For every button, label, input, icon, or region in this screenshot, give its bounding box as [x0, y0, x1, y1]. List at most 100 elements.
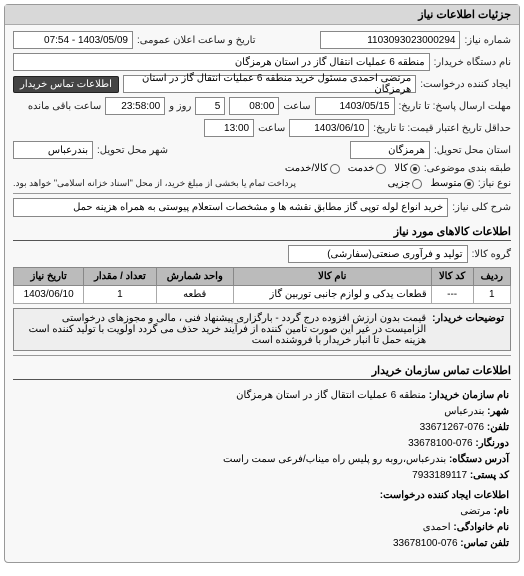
col-date: تاریخ نیاز [14, 268, 84, 286]
row-size: نوع نیاز: متوسط جزیی پرداخت تمام یا بخشی… [13, 178, 511, 189]
contact-line-address: آدرس دستگاه: بندرعباس،روبه رو پلیس راه م… [15, 452, 509, 468]
label-time2: ساعت [258, 123, 285, 134]
field-city: بندرعباس [13, 141, 93, 159]
contact-line-family: نام خانوادگی: احمدی [15, 520, 509, 536]
col-row: ردیف [473, 268, 510, 286]
radio-label-service: خدمت [348, 163, 375, 174]
field-announce: 1403/05/09 - 07:54 [13, 31, 133, 49]
lbl-org: نام سازمان خریدار: [429, 390, 509, 401]
col-qty: تعداد / مقدار [84, 268, 156, 286]
val-phone: 076-33678100 [393, 538, 458, 549]
val-tel: 076-33671267 [420, 422, 485, 433]
details-panel: جزئیات اطلاعات نیاز شماره نیاز: 11030930… [4, 4, 520, 563]
lbl-tel: تلفن: [487, 422, 509, 433]
radio-dot-icon [412, 179, 422, 189]
val-name: مرتضی [460, 506, 491, 517]
radio-item-goods[interactable]: کالا [394, 163, 420, 174]
label-days: روز و [169, 101, 191, 112]
goods-section-title: اطلاعات کالاهای مورد نیاز [13, 223, 511, 241]
description-label: توضیحات خریدار: [432, 313, 504, 346]
cell-name: قطعات یدکی و لوازم جانبی توربین گاز [233, 286, 431, 304]
radio-dot-icon [410, 164, 420, 174]
cell-date: 1403/06/10 [14, 286, 84, 304]
field-remain-time: 23:58:00 [105, 97, 165, 115]
category-radio-group: کالا خدمت کالا/خدمت [285, 163, 420, 174]
val-postcode: 7933189117 [412, 470, 467, 481]
row-deadline-send: مهلت ارسال پاسخ: تا تاریخ: 1403/05/15 سا… [13, 97, 511, 115]
label-validity: حداقل تاریخ اعتبار قیمت: تا تاریخ: [373, 123, 511, 134]
label-buyer-org: نام دستگاه خریدار: [434, 57, 511, 68]
separator [13, 355, 511, 356]
description-box: توضیحات خریدار: قیمت بدون ارزش افزوده در… [13, 308, 511, 351]
separator [13, 193, 511, 194]
field-province: هرمزگان [350, 141, 430, 159]
contact-line-phone: تلفن تماس: 076-33678100 [15, 536, 509, 552]
goods-table: ردیف کد کالا نام کالا واحد شمارش تعداد /… [13, 267, 511, 304]
goods-table-head: ردیف کد کالا نام کالا واحد شمارش تعداد /… [14, 268, 511, 286]
val-address: بندرعباس،روبه رو پلیس راه میناب/فرعی سمت… [223, 454, 446, 465]
row-category: طبقه بندی موضوعی: کالا خدمت کالا/خدمت [13, 163, 511, 174]
contact-section-title: اطلاعات تماس سازمان خریدار [13, 362, 511, 380]
cell-unit: قطعه [156, 286, 233, 304]
lbl-fax: دورنگار: [475, 438, 509, 449]
contact-line-tel: تلفن: 076-33671267 [15, 420, 509, 436]
contact-line-name: نام: مرتضی [15, 504, 509, 520]
table-row: 1 --- قطعات یدکی و لوازم جانبی توربین گا… [14, 286, 511, 304]
label-remain: ساعت باقی مانده [28, 101, 101, 112]
radio-label-medium: متوسط [430, 178, 461, 189]
row-location: استان محل تحویل: هرمزگان شهر محل تحویل: … [13, 141, 511, 159]
radio-label-goods: کالا [394, 163, 408, 174]
lbl-family: نام خانوادگی: [453, 522, 509, 533]
panel-body: شماره نیاز: 1103093023000294 تاریخ و ساع… [5, 25, 519, 562]
label-goods-group: گروه کالا: [472, 249, 511, 260]
label-request-no: شماره نیاز: [464, 35, 511, 46]
description-text: قیمت بدون ارزش افزوده درج گردد - بارگزار… [20, 313, 426, 346]
radio-dot-icon [376, 164, 386, 174]
row-buyer-org: نام دستگاه خریدار: منطقه 6 عملیات انتقال… [13, 53, 511, 71]
label-category: طبقه بندی موضوعی: [424, 163, 511, 174]
goods-header-row: ردیف کد کالا نام کالا واحد شمارش تعداد /… [14, 268, 511, 286]
field-validity-date: 1403/06/10 [289, 119, 369, 137]
cell-code: --- [431, 286, 473, 304]
radio-item-medium[interactable]: متوسط [430, 178, 473, 189]
contact-line-postcode: کد پستی: 7933189117 [15, 468, 509, 484]
goods-table-body: 1 --- قطعات یدکی و لوازم جانبی توربین گا… [14, 286, 511, 304]
field-deadline-time: 08:00 [229, 97, 279, 115]
radio-item-service[interactable]: خدمت [348, 163, 387, 174]
lbl-city: شهر: [487, 406, 509, 417]
radio-dot-icon [464, 179, 474, 189]
row-subject: شرح کلی نیاز: خرید انواع لوله توپی گاز م… [13, 198, 511, 217]
row-validity: حداقل تاریخ اعتبار قیمت: تا تاریخ: 1403/… [13, 119, 511, 137]
row-request-no: شماره نیاز: 1103093023000294 تاریخ و ساع… [13, 31, 511, 49]
field-request-no: 1103093023000294 [320, 31, 460, 49]
label-subject: شرح کلی نیاز: [452, 202, 511, 213]
col-code: کد کالا [431, 268, 473, 286]
radio-item-both[interactable]: کالا/خدمت [285, 163, 340, 174]
label-province: استان محل تحویل: [434, 145, 511, 156]
lbl-name: نام: [494, 506, 509, 517]
size-radio-group: متوسط جزیی [388, 178, 474, 189]
panel-title: جزئیات اطلاعات نیاز [5, 5, 519, 25]
contact-buyer-button[interactable]: اطلاعات تماس خریدار [13, 76, 119, 93]
contact-line-org: نام سازمان خریدار: منطقه 6 عملیات انتقال… [15, 388, 509, 404]
field-buyer-org: منطقه 6 عملیات انتقال گاز در استان هرمزگ… [13, 53, 430, 71]
radio-label-both: کالا/خدمت [285, 163, 328, 174]
field-deadline-date: 1403/05/15 [315, 97, 395, 115]
label-time1: ساعت [283, 101, 310, 112]
val-family: احمدی [423, 522, 451, 533]
cell-qty: 1 [84, 286, 156, 304]
contact-line-fax: دورنگار: 076-33678100 [15, 436, 509, 452]
field-days: 5 [195, 97, 225, 115]
payment-note: پرداخت تمام یا بخشی از مبلغ خرید، از محل… [13, 178, 296, 189]
row-requester: ایجاد کننده درخواست: مرتضی احمدی مسئول خ… [13, 75, 511, 93]
field-requester: مرتضی احمدی مسئول خرید منطقه 6 عملیات ان… [123, 75, 416, 93]
val-org: منطقه 6 عملیات انتقال گاز در استان هرمزگ… [236, 390, 426, 401]
row-goods-group: گروه کالا: تولید و فرآوری صنعتی(سفارشی) [13, 245, 511, 263]
radio-item-small[interactable]: جزیی [388, 178, 423, 189]
val-city: بندرعباس [444, 406, 484, 417]
lbl-postcode: کد پستی: [470, 470, 509, 481]
lbl-address: آدرس دستگاه: [449, 454, 509, 465]
label-deadline-send: مهلت ارسال پاسخ: تا تاریخ: [399, 101, 511, 112]
col-name: نام کالا [233, 268, 431, 286]
field-goods-group: تولید و فرآوری صنعتی(سفارشی) [288, 245, 468, 263]
